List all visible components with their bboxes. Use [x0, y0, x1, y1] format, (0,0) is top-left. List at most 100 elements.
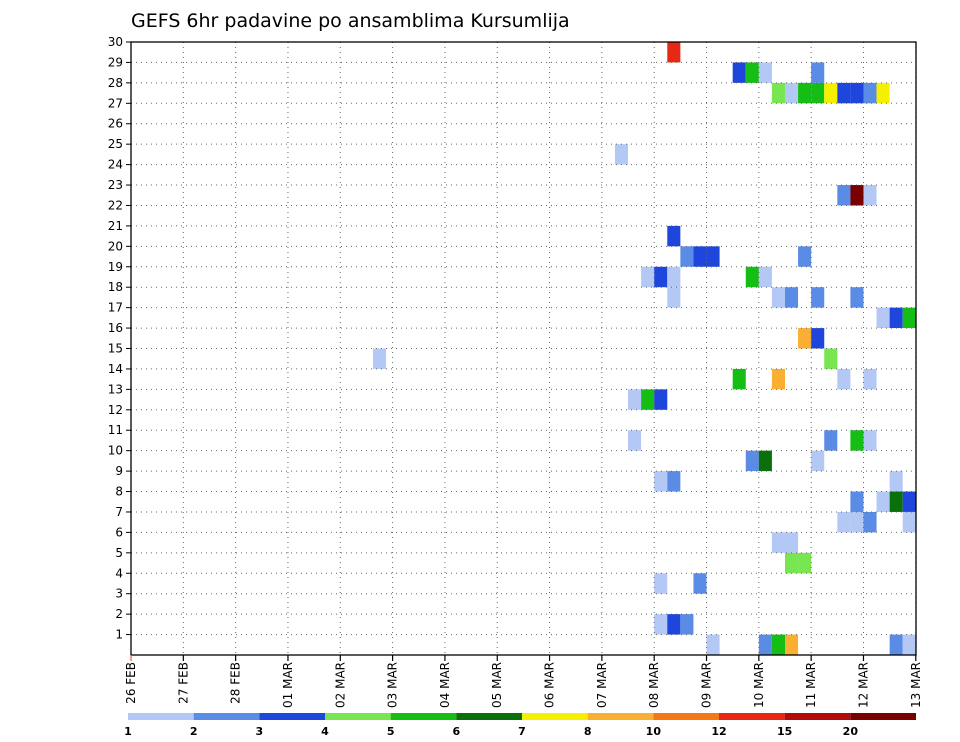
y-tick-label: 22 — [108, 198, 123, 212]
legend-label: 8 — [584, 725, 592, 738]
precip-cell — [811, 328, 825, 349]
legend-label: 7 — [518, 725, 526, 738]
precip-cell — [758, 266, 772, 288]
precip-cell — [811, 62, 825, 83]
precip-cell — [798, 82, 812, 104]
legend-label: 10 — [646, 725, 662, 738]
precip-cell — [667, 614, 681, 635]
precip-cell — [654, 266, 668, 288]
precip-cell — [889, 307, 903, 329]
precip-cell — [771, 368, 785, 390]
precip-cell — [785, 532, 799, 553]
precip-cell — [811, 82, 825, 104]
legend-label: 20 — [843, 725, 859, 738]
y-tick-label: 1 — [115, 628, 123, 642]
precip-cell — [850, 185, 864, 206]
precip-cell — [641, 389, 655, 410]
y-tick-label: 13 — [108, 382, 123, 396]
precip-cell — [850, 287, 864, 308]
x-tick-label: 08 MAR — [647, 662, 661, 708]
legend-color-swatch — [850, 713, 916, 720]
legend-color-swatch — [719, 713, 785, 720]
precip-cell — [850, 430, 864, 451]
x-tick-label: 07 MAR — [595, 662, 609, 708]
precip-cell — [614, 144, 629, 165]
legend-label: 5 — [387, 725, 395, 738]
y-tick-label: 21 — [108, 219, 123, 233]
precip-cell — [876, 307, 890, 329]
precip-cell — [811, 287, 825, 308]
y-tick-label: 25 — [108, 137, 123, 151]
precip-cell — [667, 266, 681, 288]
y-tick-label: 29 — [108, 55, 123, 69]
precip-cell — [654, 471, 668, 492]
x-tick-label: 06 MAR — [543, 662, 557, 708]
x-tick-label: 10 MAR — [752, 662, 766, 708]
precip-cell — [771, 532, 785, 553]
precip-cell — [667, 471, 681, 492]
y-tick-label: 24 — [108, 158, 123, 172]
x-tick-label: 05 MAR — [490, 662, 504, 708]
y-tick-label: 7 — [115, 505, 123, 519]
x-tick-label: 09 MAR — [700, 662, 714, 708]
precip-cell — [758, 634, 772, 655]
precipitation-cells — [372, 42, 916, 655]
precip-cell — [745, 450, 759, 472]
precip-cell — [837, 82, 851, 104]
legend-label: 1 — [124, 725, 132, 738]
legend-color-swatch — [390, 713, 457, 720]
y-tick-label: 17 — [108, 301, 123, 315]
precip-cell — [667, 225, 681, 247]
x-axis-ticks: 26 FEB 27 FEB 28 FEB 01 MAR 02 MAR 03 MAR 04 M… — [124, 655, 923, 708]
x-tick-label: 02 MAR — [333, 662, 347, 708]
precip-cell — [902, 511, 916, 533]
precip-cell — [824, 348, 838, 369]
legend-label: 6 — [453, 725, 461, 738]
y-axis-ticks: 1234567891011121314151617181920212223242… — [108, 35, 131, 642]
y-tick-label: 26 — [108, 117, 123, 131]
precip-cell — [863, 82, 877, 104]
legend-color-swatch — [128, 713, 194, 720]
precip-cell — [798, 246, 812, 267]
legend-label: 3 — [256, 725, 264, 738]
legend-color-swatch — [456, 713, 522, 720]
legend-color-swatch — [259, 713, 325, 720]
y-tick-label: 15 — [108, 342, 123, 356]
precip-cell — [654, 573, 668, 594]
precip-cell — [706, 634, 720, 655]
precip-cell — [837, 185, 851, 206]
x-tick-label: 26 FEB — [124, 662, 138, 704]
precip-cell — [798, 552, 812, 574]
precip-cell — [850, 511, 864, 533]
precip-cell — [824, 82, 838, 104]
x-tick-label: 03 MAR — [386, 662, 400, 708]
precip-cell — [824, 430, 838, 451]
precip-cell — [693, 573, 707, 594]
y-tick-label: 14 — [108, 362, 123, 376]
precip-cell — [758, 450, 772, 472]
legend-color-swatch — [325, 713, 391, 720]
y-tick-label: 30 — [108, 35, 123, 49]
precip-cell — [680, 614, 694, 635]
legend-label: 12 — [711, 725, 726, 738]
legend-color-swatch — [587, 713, 654, 720]
legend-label: 4 — [321, 725, 329, 738]
precip-cell — [876, 82, 890, 104]
legend-label: 15 — [777, 725, 792, 738]
legend-color-swatch — [522, 713, 588, 720]
y-tick-label: 10 — [108, 444, 123, 458]
precip-cell — [758, 62, 772, 83]
precip-cell — [889, 634, 903, 655]
precip-cell — [745, 62, 759, 83]
precip-cell — [876, 491, 890, 512]
y-tick-label: 4 — [115, 566, 123, 580]
color-legend: 1 2 3 4 5 6 7 8 10 12 15 20 — [124, 713, 916, 738]
precip-cell — [771, 634, 785, 655]
legend-color-swatch — [784, 713, 851, 720]
precip-cell — [837, 368, 851, 390]
precip-cell — [732, 368, 746, 390]
x-tick-label: 12 MAR — [856, 662, 870, 708]
precip-cell — [798, 328, 812, 349]
legend-color-swatch — [653, 713, 719, 720]
